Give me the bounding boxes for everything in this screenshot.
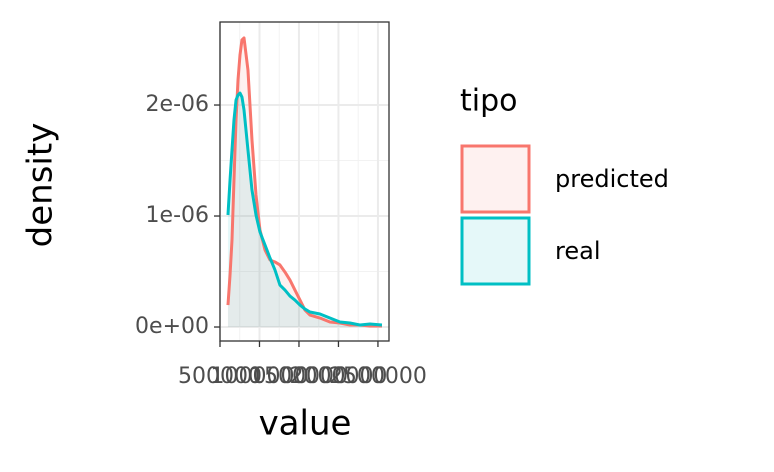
y-tick-label: 0e+00	[135, 314, 209, 339]
x-tick-label: 1000000	[210, 364, 308, 389]
legend-key	[460, 144, 531, 214]
legend-label: predicted	[555, 165, 669, 193]
y-axis-title: density	[21, 123, 61, 248]
panel-border	[219, 21, 390, 342]
x-tick-label: 2500000	[329, 364, 427, 389]
x-tick-label: 2000000	[289, 364, 387, 389]
legend-title: tipo	[460, 84, 518, 119]
y-tick-label: 1e-06	[146, 203, 209, 228]
x-axis-title: value	[259, 404, 352, 444]
legend-label: real	[555, 237, 600, 265]
x-tick-label: 1500000	[250, 364, 348, 389]
y-tick-label: 2e-06	[146, 92, 209, 117]
legend-key	[460, 216, 531, 286]
density-area	[227, 93, 382, 328]
density-line	[226, 91, 383, 327]
x-tick-label: 500000	[178, 364, 262, 389]
